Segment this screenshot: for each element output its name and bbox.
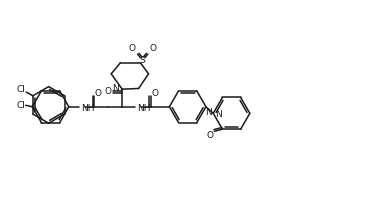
Text: NH: NH [138, 104, 151, 113]
Text: O: O [129, 44, 136, 53]
Text: N: N [215, 110, 222, 119]
Text: O: O [95, 89, 102, 98]
Text: NH: NH [82, 104, 95, 113]
Text: Cl: Cl [17, 101, 26, 110]
Text: N: N [205, 108, 212, 117]
Text: O: O [151, 89, 158, 98]
Text: O: O [149, 44, 156, 53]
Text: O: O [206, 130, 213, 140]
Text: S: S [140, 56, 146, 65]
Text: Cl: Cl [17, 85, 26, 94]
Text: O: O [105, 87, 112, 96]
Text: N: N [113, 84, 119, 93]
